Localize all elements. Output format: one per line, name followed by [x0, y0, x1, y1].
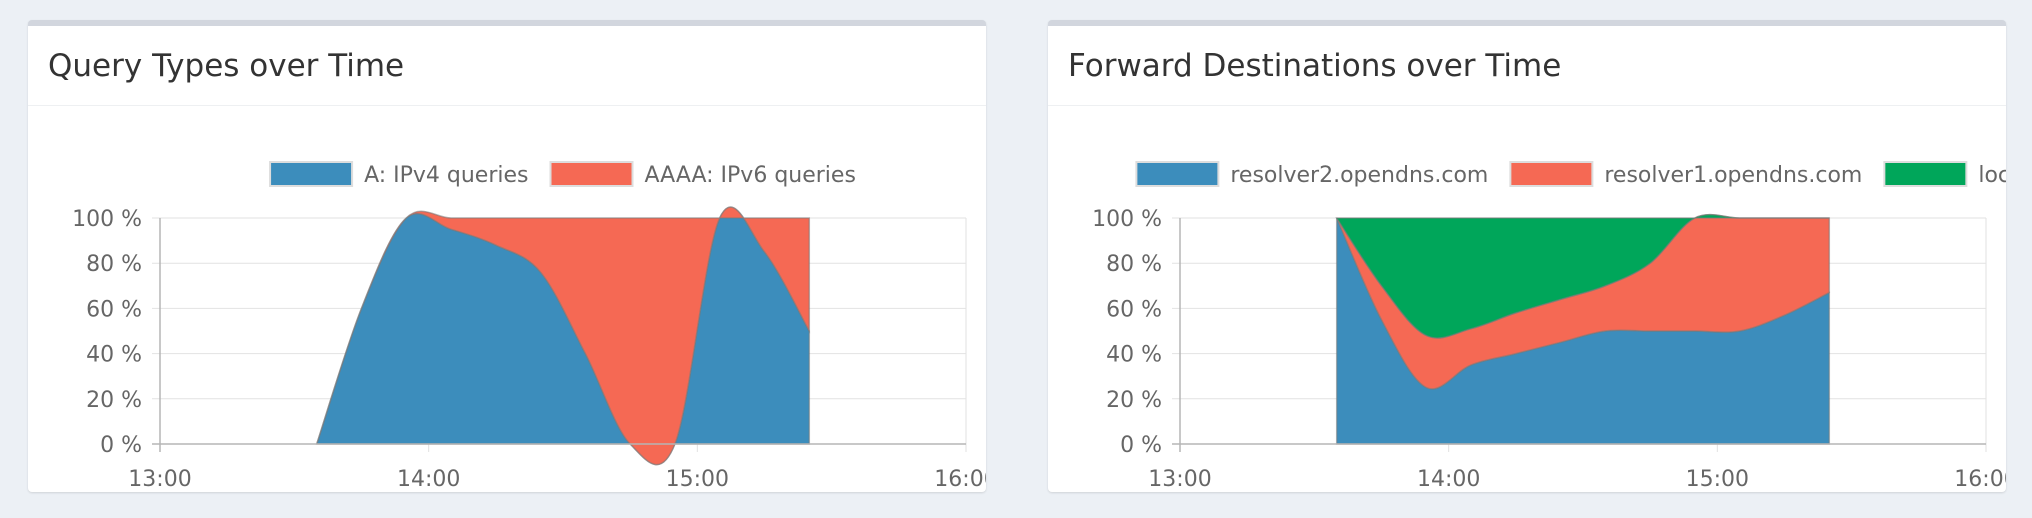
legend-item[interactable]: local	[1883, 161, 2006, 188]
y-tick-label: 60 %	[86, 297, 142, 322]
legend-label: AAAA: IPv6 queries	[645, 163, 856, 188]
panel-title: Query Types over Time	[48, 48, 405, 84]
legend-item[interactable]: resolver2.opendns.com	[1135, 161, 1488, 188]
legend-item[interactable]: resolver1.opendns.com	[1509, 161, 1862, 188]
x-tick-label: 14:00	[1417, 467, 1480, 492]
y-tick-label: 40 %	[1106, 343, 1162, 368]
legend-item[interactable]: AAAA: IPv6 queries	[549, 161, 856, 188]
x-tick-label: 14:00	[397, 467, 460, 492]
y-tick-label: 100 %	[72, 207, 142, 232]
y-tick-label: 40 %	[86, 343, 142, 368]
x-tick-label: 13:00	[128, 467, 191, 492]
legend-swatch	[1883, 161, 1968, 187]
panel-header: Query Types over Time	[28, 26, 986, 106]
y-tick-label: 0 %	[1120, 433, 1162, 458]
query-types-chart: 0 % 20 % 40 % 60 % 80 % 100 % 13:00 14:00 15:00 1…	[72, 161, 986, 492]
y-tick-label: 80 %	[86, 252, 142, 277]
legend-swatch	[549, 161, 634, 187]
legend-label: A: IPv4 queries	[364, 163, 528, 188]
legend-label: resolver2.opendns.com	[1230, 163, 1488, 188]
legend-label: local	[1978, 163, 2006, 188]
x-tick-label: 16:00	[934, 467, 986, 492]
y-tick-label: 80 %	[1106, 252, 1162, 277]
forward-destinations-panel: Forward Destinations over Time 0 % 20 % 40…	[1048, 20, 2006, 492]
x-tick-label: 16:00	[1954, 467, 2006, 492]
y-tick-label: 20 %	[86, 388, 142, 413]
y-tick-label: 0 %	[100, 433, 142, 458]
y-tick-label: 20 %	[1106, 388, 1162, 413]
x-tick-label: 13:00	[1148, 467, 1211, 492]
query-types-panel: Query Types over Time 0 % 20 % 40 % 60 % 80 …	[28, 20, 986, 492]
legend-label: resolver1.opendns.com	[1604, 163, 1862, 188]
legend-item[interactable]: A: IPv4 queries	[269, 161, 529, 188]
legend-swatch	[1135, 161, 1220, 187]
series-areas	[1335, 213, 1831, 445]
legend-swatch	[269, 161, 354, 187]
y-tick-label: 60 %	[1106, 297, 1162, 322]
x-tick-label: 15:00	[666, 467, 729, 492]
legend-swatch	[1509, 161, 1594, 187]
series-area-aaaa-ipv6-queries	[315, 206, 811, 466]
legend: resolver2.opendns.com resolver1.opendns.c…	[1135, 161, 2006, 188]
x-tick-label: 15:00	[1686, 467, 1749, 492]
panel-header: Forward Destinations over Time	[1048, 26, 2006, 106]
series-areas	[315, 206, 811, 466]
series-area-local	[1335, 213, 1830, 339]
forward-destinations-chart: 0 % 20 % 40 % 60 % 80 % 100 % 13:00 14:00 15:00 1…	[1092, 161, 2006, 492]
panel-title: Forward Destinations over Time	[1068, 48, 1562, 84]
legend: A: IPv4 queries AAAA: IPv6 queries	[269, 161, 856, 188]
y-tick-label: 100 %	[1092, 207, 1162, 232]
